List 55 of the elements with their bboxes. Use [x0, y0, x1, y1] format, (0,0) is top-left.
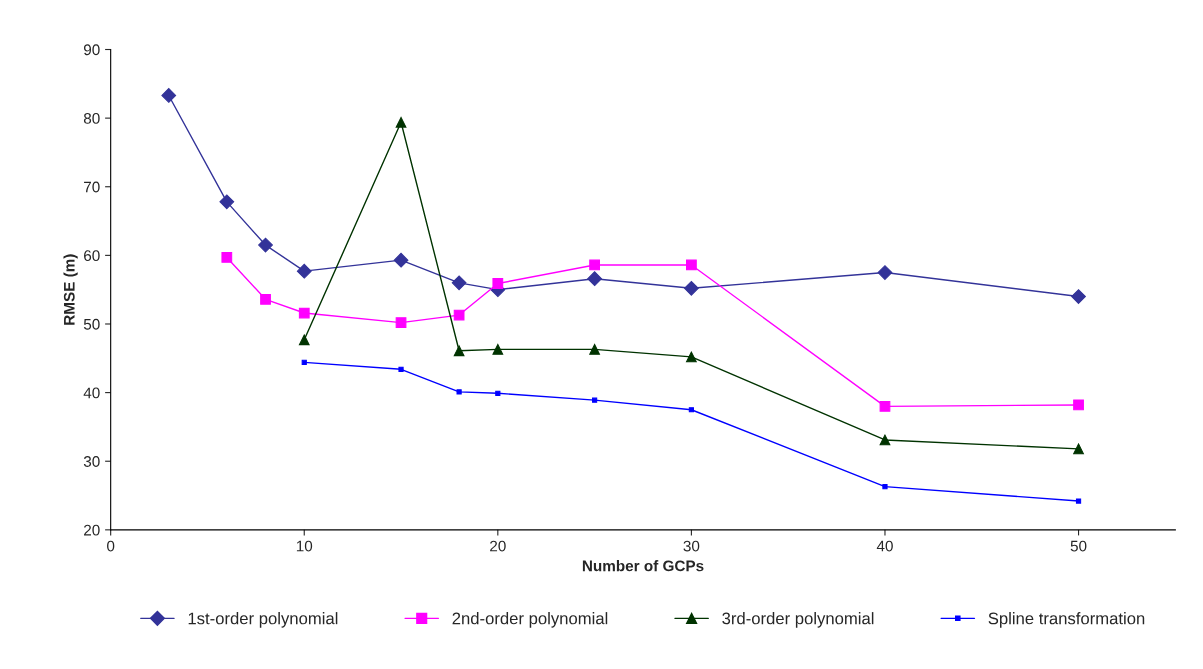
point: [301, 359, 307, 366]
point: [492, 344, 504, 355]
point: [882, 484, 888, 490]
x-axis-title: Number of GCPs: [582, 560, 704, 572]
point: [492, 278, 504, 289]
x-tick-label: 20: [490, 540, 506, 552]
point: [495, 390, 501, 396]
point: [161, 88, 177, 103]
x-tick-label: 30: [683, 540, 700, 552]
point: [879, 434, 891, 446]
y-tick-label: 50: [83, 318, 100, 330]
point: [456, 389, 462, 395]
y-tick-label: 70: [84, 181, 100, 193]
point: [1073, 443, 1084, 455]
point: [221, 252, 233, 263]
point: [587, 271, 602, 287]
y-tick-label: 60: [84, 250, 100, 262]
point: [688, 407, 694, 413]
point: [877, 265, 893, 280]
y-tick-label: 30: [83, 456, 100, 467]
point: [589, 344, 600, 355]
point: [219, 194, 235, 210]
y-tick-label: 40: [83, 387, 100, 399]
x-tick-label: 0: [107, 540, 115, 552]
x-tick-label: 40: [876, 540, 893, 552]
x-tick-label: 50: [1070, 540, 1087, 552]
legend-label: 1st-order polynomial: [188, 612, 338, 628]
point: [258, 237, 273, 253]
y-tick-label: 90: [83, 44, 100, 56]
legend-label: 3rd-order polynomial: [722, 612, 874, 628]
point: [393, 252, 409, 268]
point: [684, 280, 699, 296]
legend-label: Spline transformation: [988, 612, 1145, 628]
point: [260, 293, 271, 305]
point: [592, 397, 598, 403]
point: [1071, 289, 1086, 304]
point: [298, 307, 310, 319]
point: [398, 366, 404, 372]
point: [686, 351, 697, 363]
point: [686, 259, 697, 271]
point: [1073, 399, 1084, 411]
point: [453, 345, 465, 357]
y-tick-label: 20: [84, 524, 100, 536]
point: [395, 317, 407, 328]
legend-label: 2nd-order polynomial: [452, 612, 608, 628]
point: [451, 275, 467, 291]
point: [395, 116, 407, 128]
point: [298, 334, 310, 346]
x-tick-label: 10: [296, 540, 313, 552]
y-tick-label: 80: [83, 112, 100, 124]
point: [879, 400, 891, 412]
point: [589, 259, 600, 271]
y-axis-title: RMSE (m): [63, 254, 78, 325]
point: [296, 263, 312, 279]
point: [1075, 498, 1082, 504]
